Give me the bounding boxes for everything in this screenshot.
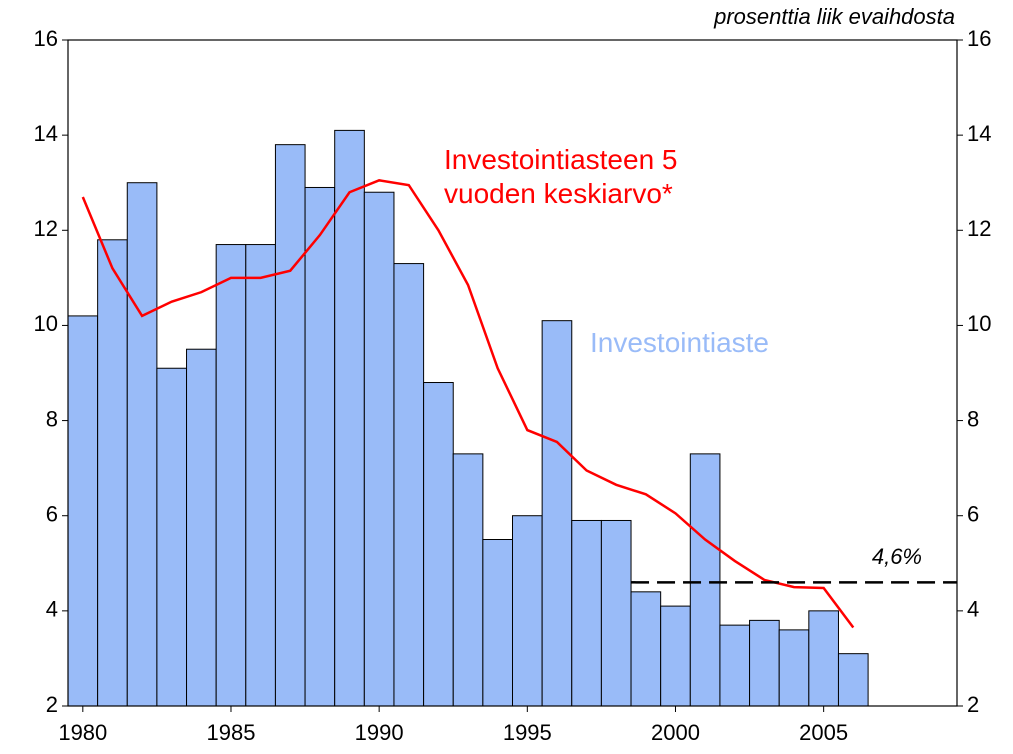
bar — [541, 320, 573, 707]
y2-tick-label: 4 — [967, 597, 979, 622]
reference-label: 4,6% — [872, 544, 922, 569]
y2-tick-label: 6 — [967, 502, 979, 527]
legend-bar: Investointiaste — [590, 327, 769, 358]
unit-label: prosenttia liik evaihdosta — [713, 4, 955, 29]
bar — [600, 519, 632, 707]
bar — [837, 653, 869, 707]
bar — [749, 619, 780, 707]
y-tick-label: 10 — [34, 311, 58, 336]
bar — [186, 348, 217, 707]
bar — [660, 605, 691, 707]
y-tick-label: 14 — [34, 121, 58, 146]
plot-frame — [67, 39, 958, 707]
bar — [215, 244, 247, 707]
bar — [126, 182, 158, 707]
bar — [334, 129, 365, 707]
bar — [67, 315, 99, 707]
bar — [97, 239, 128, 707]
bar — [274, 144, 306, 707]
bar — [571, 519, 602, 707]
y-tick-label: 12 — [34, 216, 58, 241]
x-tick-label: 2005 — [799, 720, 848, 745]
y-tick-label: 8 — [46, 406, 58, 431]
y2-tick-label: 16 — [967, 26, 991, 51]
y2-tick-label: 10 — [967, 311, 991, 336]
y-tick-label: 4 — [46, 597, 58, 622]
bar — [393, 263, 425, 707]
x-tick-label: 2000 — [651, 720, 700, 745]
y2-tick-label: 14 — [967, 121, 991, 146]
bar — [245, 244, 276, 707]
bar — [512, 515, 543, 707]
x-tick-label: 1990 — [355, 720, 404, 745]
bar — [423, 382, 454, 707]
bar — [363, 191, 395, 707]
y2-tick-label: 12 — [967, 216, 991, 241]
line — [81, 179, 855, 629]
y-tick-label: 6 — [46, 502, 58, 527]
bar — [452, 453, 484, 707]
legend-line: Investointiasteen 5 vuoden keskiarvo* — [444, 144, 678, 209]
y2-tick-label: 2 — [967, 692, 979, 717]
bar — [156, 367, 188, 707]
y-tick-label: 2 — [46, 692, 58, 717]
bar — [482, 539, 514, 707]
y-tick-label: 16 — [34, 26, 58, 51]
x-tick-label: 1985 — [207, 720, 256, 745]
x-tick-label: 1995 — [503, 720, 552, 745]
x-tick-label: 1980 — [58, 720, 107, 745]
bar — [689, 453, 721, 707]
bar — [304, 186, 336, 707]
y2-tick-label: 8 — [967, 406, 979, 431]
bar — [630, 591, 662, 707]
bar — [719, 624, 751, 707]
bar — [808, 610, 839, 707]
bar — [778, 629, 810, 707]
